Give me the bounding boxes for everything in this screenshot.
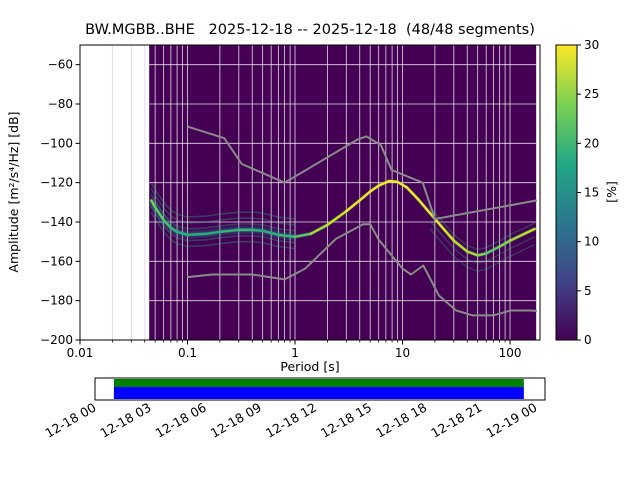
colorbar-tick-label: 10 bbox=[584, 235, 599, 249]
timeline-ppsd-coverage-bar bbox=[113, 379, 524, 387]
psd-mode-line bbox=[150, 199, 157, 209]
y-tick-label: −160 bbox=[40, 254, 73, 268]
psd-mode-line bbox=[428, 211, 447, 233]
psd-mode-line bbox=[251, 228, 264, 233]
timeline-tick-label: 12-18 00 bbox=[42, 400, 98, 441]
x-tick-label: 100 bbox=[499, 346, 522, 360]
psd-mode-line bbox=[387, 179, 399, 184]
histogram-background bbox=[149, 45, 537, 340]
psd-mode-line bbox=[326, 209, 348, 227]
psd-spread bbox=[429, 220, 536, 265]
psd-mode-line bbox=[498, 239, 512, 248]
psd-mode-line bbox=[345, 199, 361, 213]
x-tick-label: 0.1 bbox=[178, 346, 197, 360]
psd-mode-line bbox=[218, 228, 241, 234]
psd-mode-line bbox=[377, 179, 391, 187]
psd-mode-line bbox=[508, 233, 524, 242]
psd-mode-line bbox=[476, 252, 488, 257]
y-tick-label: −140 bbox=[40, 215, 73, 229]
colorbar-swatch bbox=[555, 44, 578, 341]
colorbar-tick-label: 0 bbox=[584, 333, 592, 347]
psd-mode-line bbox=[466, 250, 479, 257]
psd-spread bbox=[150, 182, 296, 220]
psd-spread bbox=[150, 205, 296, 244]
colorbar-label: [%] bbox=[604, 181, 619, 203]
y-tick-label: −100 bbox=[40, 136, 73, 150]
psd-mode-line bbox=[175, 230, 189, 236]
timeline-data-coverage-bar bbox=[113, 387, 524, 399]
timeline-tick-label: 12-18 03 bbox=[97, 400, 153, 441]
colorbar-tick-label: 25 bbox=[584, 87, 599, 101]
psd-mode-line bbox=[153, 206, 165, 222]
main-plot: 0.01 0.1 1 10 100 −60 −80 −100 −120 −140 −160 −180 −… bbox=[40, 44, 541, 360]
psd-mode-line bbox=[169, 226, 179, 234]
y-tick-label: −80 bbox=[48, 97, 73, 111]
psd-mode-line bbox=[358, 190, 372, 202]
y-tick-label: −120 bbox=[40, 176, 73, 190]
y-tick-label: −180 bbox=[40, 294, 73, 308]
timeline-tick-label: 12-18 18 bbox=[373, 400, 429, 441]
psd-mode-line bbox=[162, 218, 173, 230]
colorbar-tick-label: 30 bbox=[584, 38, 599, 52]
timeline-tick-label: 12-18 06 bbox=[153, 400, 209, 441]
chart-title: BW.MGBB..BHE 2025-12-18 -- 2025-12-18 (4… bbox=[85, 22, 535, 38]
timeline-tick-label: 12-18 09 bbox=[208, 400, 264, 441]
psd-spread bbox=[150, 194, 296, 232]
noise-model-low-line bbox=[187, 223, 538, 317]
psd-mode-line bbox=[186, 232, 208, 236]
psd-mode-line bbox=[417, 198, 432, 215]
y-tick-label: −200 bbox=[40, 333, 73, 347]
psd-mode-line bbox=[205, 230, 222, 236]
psd-mode-line bbox=[452, 239, 469, 253]
psd-mode-line bbox=[444, 229, 456, 242]
psd-mode-line bbox=[261, 229, 280, 236]
psd-mode-line bbox=[293, 232, 312, 238]
psd-spread bbox=[150, 211, 296, 250]
y-axis-label: Amplitude [m²/s⁴/Hz] [dB] bbox=[6, 111, 21, 272]
timeline-tick-label: 12-18 12 bbox=[263, 400, 319, 441]
x-tick-label: 0.01 bbox=[67, 346, 94, 360]
psd-mode-line bbox=[309, 223, 329, 236]
colorbar-tick-label: 15 bbox=[584, 186, 599, 200]
x-axis-label: Period [s] bbox=[280, 359, 339, 374]
psd-spread bbox=[429, 228, 536, 272]
timeline-tick-label: 12-18 21 bbox=[428, 400, 484, 441]
colorbar: 0 5 10 15 20 25 30 bbox=[555, 38, 599, 347]
psd-mode-line bbox=[405, 186, 420, 201]
psd-mode-line bbox=[484, 245, 501, 255]
psd-mode-line bbox=[521, 227, 537, 236]
timeline-tick-label: 12-19 00 bbox=[483, 400, 539, 441]
timeline-tick-label: 12-18 15 bbox=[318, 400, 374, 441]
psd-spread bbox=[150, 188, 296, 226]
psd-mode-line bbox=[368, 184, 380, 193]
psd-spread bbox=[429, 206, 536, 251]
colorbar-tick-label: 5 bbox=[584, 284, 592, 298]
colorbar-tick-label: 20 bbox=[584, 136, 599, 150]
noise-model-high-line bbox=[187, 125, 538, 220]
x-tick-label: 1 bbox=[291, 346, 299, 360]
psd-mode-line bbox=[396, 180, 409, 189]
psd-mode-line bbox=[277, 233, 297, 238]
x-tick-label: 10 bbox=[395, 346, 410, 360]
axes-frame bbox=[79, 44, 541, 341]
y-tick-label: −60 bbox=[48, 58, 73, 72]
